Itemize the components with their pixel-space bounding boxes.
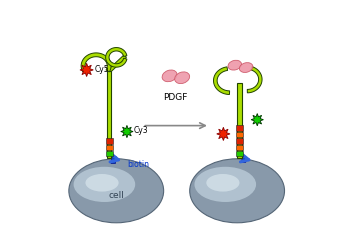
Ellipse shape (228, 60, 241, 70)
Polygon shape (81, 53, 111, 72)
Polygon shape (247, 67, 262, 93)
Bar (236, 138, 243, 144)
Ellipse shape (206, 174, 239, 191)
Ellipse shape (175, 72, 190, 84)
Circle shape (125, 129, 129, 134)
Bar (106, 145, 113, 150)
Bar (236, 125, 243, 131)
Polygon shape (241, 158, 246, 162)
Text: PDGF: PDGF (163, 93, 188, 102)
Polygon shape (108, 55, 126, 72)
Text: cell: cell (108, 191, 124, 200)
Ellipse shape (190, 159, 285, 223)
Bar (238, 83, 241, 158)
Polygon shape (213, 67, 230, 95)
Polygon shape (251, 114, 264, 126)
Ellipse shape (85, 174, 119, 191)
Polygon shape (106, 48, 127, 67)
Text: Cy5: Cy5 (94, 65, 109, 74)
Polygon shape (217, 127, 230, 141)
Bar (236, 132, 243, 137)
Circle shape (255, 118, 259, 122)
Polygon shape (80, 63, 93, 77)
Ellipse shape (162, 70, 177, 82)
Text: biotin: biotin (127, 160, 149, 169)
Bar (236, 151, 243, 156)
Text: Cy3: Cy3 (133, 126, 148, 135)
Circle shape (84, 68, 89, 72)
Ellipse shape (194, 167, 256, 202)
Bar (106, 151, 113, 156)
Ellipse shape (74, 167, 135, 202)
Circle shape (221, 132, 226, 136)
Polygon shape (107, 69, 110, 73)
Bar (236, 145, 243, 150)
Bar (106, 138, 113, 144)
Ellipse shape (239, 63, 253, 73)
Ellipse shape (69, 159, 164, 223)
Polygon shape (121, 125, 133, 138)
Polygon shape (111, 156, 116, 164)
Bar (107, 71, 111, 158)
